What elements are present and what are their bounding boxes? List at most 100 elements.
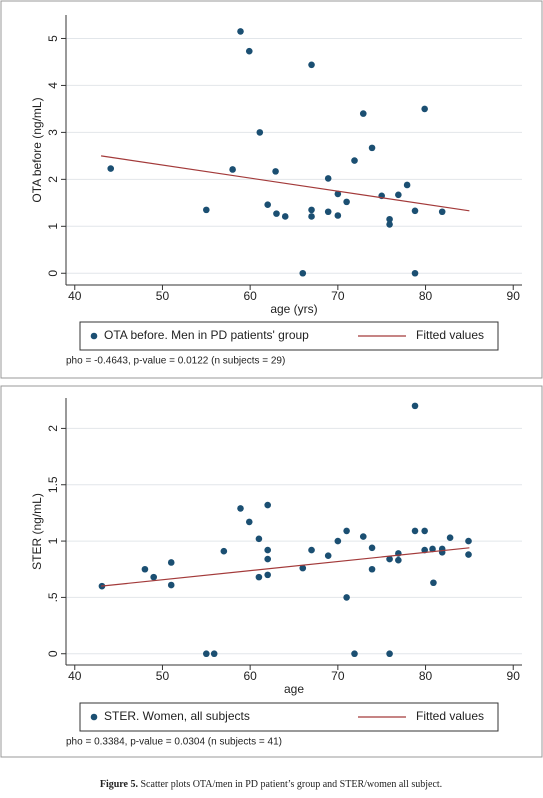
x-tick-label: 90 bbox=[507, 289, 521, 303]
scatter-point bbox=[368, 565, 376, 573]
scatter-point bbox=[256, 129, 264, 136]
scatter-point bbox=[324, 552, 332, 560]
scatter-point bbox=[465, 537, 472, 545]
y-tick-label: 1.5 bbox=[46, 476, 60, 493]
scatter-point bbox=[359, 110, 367, 117]
legend-box bbox=[79, 321, 499, 351]
scatter-point bbox=[264, 546, 271, 554]
scatter-point bbox=[368, 544, 376, 552]
legend-marker bbox=[90, 713, 98, 721]
scatter-point bbox=[411, 402, 419, 410]
panel-frame bbox=[0, 385, 543, 758]
scatter-point bbox=[150, 573, 157, 581]
y-tick-label: 4 bbox=[46, 82, 60, 89]
scatter-point bbox=[411, 527, 419, 535]
scatter-point bbox=[446, 534, 454, 541]
scatter-point bbox=[429, 545, 436, 553]
y-tick-label: 2 bbox=[46, 425, 60, 432]
scatter-point bbox=[334, 212, 342, 219]
scatter-point bbox=[351, 650, 358, 658]
scatter-point bbox=[272, 168, 279, 175]
scatter-point bbox=[359, 533, 367, 540]
legend-label: OTA before. Men in PD patients' group bbox=[104, 328, 309, 342]
scatter-point bbox=[264, 555, 271, 563]
legend-label: Fitted values bbox=[416, 328, 484, 342]
scatter-point bbox=[220, 547, 228, 555]
x-tick-label: 70 bbox=[331, 289, 345, 303]
scatter-point bbox=[421, 105, 428, 113]
x-tick-label: 40 bbox=[68, 289, 82, 303]
legend-label: Fitted values bbox=[416, 709, 484, 723]
scatter-point bbox=[264, 201, 271, 209]
scatter-point bbox=[386, 221, 393, 228]
legend-label: STER. Women, all subjects bbox=[104, 709, 250, 723]
scatter-point bbox=[386, 215, 393, 223]
scatter-point bbox=[167, 581, 175, 589]
scatter-point bbox=[299, 269, 307, 277]
scatter-point bbox=[308, 206, 315, 214]
scatter-point bbox=[411, 269, 419, 277]
scatter-point bbox=[343, 198, 350, 206]
panel-frame bbox=[0, 0, 543, 379]
scatter-point bbox=[237, 28, 244, 35]
x-axis-label: age (yrs) bbox=[270, 302, 317, 316]
y-axis-label: STER (ng/mL) bbox=[30, 493, 44, 570]
scatter-point bbox=[203, 650, 210, 658]
scatter-point bbox=[465, 551, 472, 558]
fitted-line bbox=[100, 155, 470, 212]
scatter-point bbox=[308, 61, 315, 69]
x-tick-label: 50 bbox=[156, 289, 170, 303]
scatter-point bbox=[299, 564, 307, 572]
y-tick-label: 0 bbox=[46, 270, 60, 277]
x-tick-label: 60 bbox=[243, 669, 257, 683]
x-tick-label: 80 bbox=[419, 669, 433, 683]
caption-text: Scatter plots OTA/men in PD patient’s gr… bbox=[141, 779, 443, 790]
scatter-point bbox=[255, 535, 263, 543]
scatter-point bbox=[334, 190, 342, 198]
x-tick-label: 80 bbox=[419, 289, 433, 303]
y-axis-label: OTA before (ng/mL) bbox=[30, 97, 44, 202]
stats-note: pho = -0.4643, p-value = 0.0122 (n subje… bbox=[66, 356, 285, 367]
caption: Figure 5. Scatter plots OTA/men in PD pa… bbox=[100, 779, 442, 790]
scatter-point bbox=[245, 47, 253, 55]
scatter-point bbox=[308, 546, 315, 554]
scatter-point bbox=[255, 573, 263, 581]
legend-marker bbox=[90, 332, 98, 340]
y-tick-label: 2 bbox=[46, 176, 60, 183]
y-tick-label: 0 bbox=[46, 650, 60, 657]
scatter-point bbox=[386, 650, 393, 658]
scatter-point bbox=[107, 165, 115, 172]
scatter-point bbox=[264, 571, 271, 579]
scatter-point bbox=[438, 208, 446, 216]
scatter-point bbox=[343, 594, 350, 601]
x-tick-label: 90 bbox=[507, 669, 521, 683]
caption-label: Figure 5. bbox=[100, 779, 139, 790]
y-tick-label: 1 bbox=[46, 537, 60, 544]
scatter-point bbox=[281, 213, 289, 220]
scatter-point bbox=[264, 501, 271, 509]
scatter-point bbox=[411, 207, 419, 215]
scatter-point bbox=[237, 505, 244, 512]
scatter-point bbox=[395, 556, 402, 564]
y-tick-label: .5 bbox=[46, 592, 60, 602]
scatter-point bbox=[141, 565, 149, 573]
scatter-point bbox=[210, 650, 218, 658]
x-axis-label: age bbox=[284, 682, 304, 696]
scatter-point bbox=[421, 527, 428, 535]
scatter-point bbox=[167, 559, 175, 566]
scatter-point bbox=[273, 210, 280, 217]
scatter-point bbox=[351, 157, 358, 164]
x-tick-label: 60 bbox=[243, 289, 257, 303]
scatter-point bbox=[343, 527, 350, 535]
legend-box bbox=[79, 702, 499, 732]
stats-note: pho = 0.3384, p-value = 0.0304 (n subjec… bbox=[66, 737, 282, 748]
scatter-point bbox=[324, 175, 332, 182]
y-tick-label: 5 bbox=[46, 35, 60, 42]
scatter-point bbox=[308, 213, 315, 220]
y-tick-label: 3 bbox=[46, 129, 60, 136]
x-tick-label: 70 bbox=[331, 669, 345, 683]
x-tick-label: 50 bbox=[156, 669, 170, 683]
scatter-point bbox=[229, 166, 236, 173]
